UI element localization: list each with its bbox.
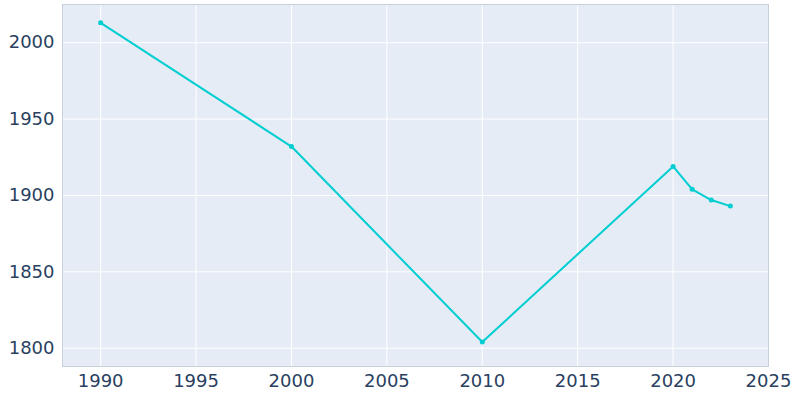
svg-text:2010: 2010 [459, 370, 505, 391]
svg-text:1990: 1990 [78, 370, 124, 391]
svg-text:2020: 2020 [650, 370, 696, 391]
svg-text:2015: 2015 [555, 370, 601, 391]
svg-text:2025: 2025 [746, 370, 792, 391]
svg-text:1800: 1800 [9, 337, 55, 358]
svg-text:2000: 2000 [269, 370, 315, 391]
svg-text:1900: 1900 [9, 184, 55, 205]
svg-text:1950: 1950 [9, 108, 55, 129]
svg-text:2005: 2005 [364, 370, 410, 391]
svg-text:2000: 2000 [9, 31, 55, 52]
svg-text:1850: 1850 [9, 261, 55, 282]
svg-text:1995: 1995 [173, 370, 219, 391]
